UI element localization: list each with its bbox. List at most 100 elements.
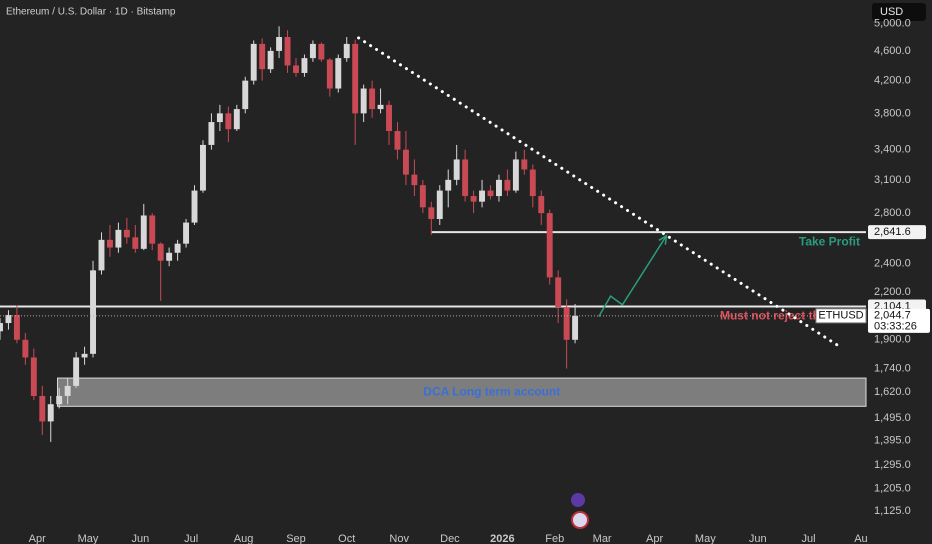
candle-body — [428, 207, 435, 220]
candle-body — [140, 215, 147, 249]
level-label: 2,641.6 — [874, 226, 911, 238]
zone-label: DCA Long term account — [423, 384, 560, 398]
candle-body — [5, 314, 12, 324]
candle-body — [259, 43, 266, 70]
candle-body — [183, 222, 190, 244]
candle-body — [402, 149, 409, 175]
candle-body — [555, 277, 562, 308]
candle-body — [504, 179, 511, 191]
candle-body — [157, 243, 164, 261]
candle-body — [47, 404, 54, 422]
trendline — [357, 36, 839, 347]
candle-body — [411, 174, 418, 186]
icon — [571, 493, 585, 507]
candle-body — [191, 190, 198, 223]
candle-body — [64, 385, 71, 396]
y-tick-label: 3,100.0 — [874, 174, 911, 186]
candle-body — [242, 80, 249, 110]
candle-body — [250, 43, 257, 81]
y-tick-label: 1,495.0 — [874, 412, 911, 424]
y-tick-label: 2,200.0 — [874, 286, 911, 298]
candle-body — [174, 243, 181, 253]
candle-body — [301, 58, 308, 73]
candle-body — [360, 88, 367, 114]
candle-body — [81, 353, 88, 358]
y-tick-label: 1,740.0 — [874, 362, 911, 374]
chart-title: Ethereum / U.S. Dollar · 1D · Bitstamp — [6, 7, 176, 18]
price-label: 2,044.7 — [874, 310, 911, 322]
x-tick-label: Au — [854, 533, 867, 544]
candle-body — [132, 237, 139, 249]
x-tick-label: 2026 — [490, 533, 514, 544]
level-tag — [868, 225, 926, 240]
candle-body — [563, 307, 570, 340]
y-tick-label: 1,295.0 — [874, 459, 911, 471]
y-tick-label: 2,800.0 — [874, 207, 911, 219]
candle-body — [369, 88, 376, 110]
symbol-tag — [815, 308, 867, 324]
y-tick-label: 4,200.0 — [874, 75, 911, 87]
x-tick-label: May — [78, 533, 99, 544]
candle-body — [377, 104, 384, 110]
candle-body — [56, 395, 63, 405]
y-tick-label: 3,800.0 — [874, 107, 911, 119]
candle-body — [436, 190, 443, 220]
candle-body — [529, 169, 536, 197]
currency-button[interactable]: USD — [880, 6, 903, 18]
candle-body — [216, 113, 223, 123]
y-tick-label: 1,620.0 — [874, 386, 911, 398]
candle-body — [13, 314, 20, 340]
candle-body — [73, 357, 80, 386]
candle-body — [512, 159, 519, 191]
candle-body — [30, 357, 37, 396]
candle-body — [309, 43, 316, 59]
candle-body — [98, 239, 105, 271]
candle-body — [115, 229, 122, 248]
symbol: ETHUSD — [818, 310, 863, 322]
candle-body — [343, 43, 350, 59]
candle-body — [284, 37, 291, 66]
x-tick-label: Jul — [801, 533, 815, 544]
zone — [57, 377, 867, 407]
y-tick-label: 1,900.0 — [874, 334, 911, 346]
candle-body — [267, 50, 274, 70]
candle-body — [0, 323, 3, 332]
x-tick-label: Nov — [389, 533, 409, 544]
candle-body — [318, 43, 325, 60]
arrow-head — [658, 234, 668, 245]
candle-body — [22, 339, 29, 358]
x-tick-label: May — [695, 533, 716, 544]
price-tag — [868, 308, 930, 333]
x-tick-label: Aug — [234, 533, 254, 544]
currency-button-bg[interactable] — [872, 3, 926, 21]
arrow — [598, 235, 668, 317]
candle-body — [335, 58, 342, 89]
candle-body — [123, 229, 130, 238]
x-tick-label: Feb — [545, 533, 564, 544]
candle-body — [386, 104, 392, 132]
x-tick-label: Oct — [338, 533, 355, 544]
candle-body — [462, 159, 469, 197]
candle-body — [394, 131, 401, 150]
candle-body — [166, 252, 173, 261]
candle-body — [487, 190, 494, 197]
candle-body — [106, 239, 113, 248]
candle-body — [208, 122, 215, 145]
candle-body — [293, 65, 299, 73]
candle-body — [572, 315, 579, 340]
candle-body — [453, 159, 460, 180]
candle-body — [496, 179, 502, 197]
icons — [571, 493, 589, 529]
x-tick-label: Apr — [646, 533, 663, 544]
candle-body — [225, 113, 232, 130]
y-tick-label: 1,395.0 — [874, 435, 911, 447]
candle-body — [445, 179, 452, 191]
candle-body — [546, 213, 553, 278]
x-tick-label: Mar — [593, 533, 612, 544]
level-name: Take Profit — [799, 234, 860, 248]
countdown: 03:33:26 — [874, 321, 917, 333]
y-tick-label: 4,600.0 — [874, 45, 911, 57]
